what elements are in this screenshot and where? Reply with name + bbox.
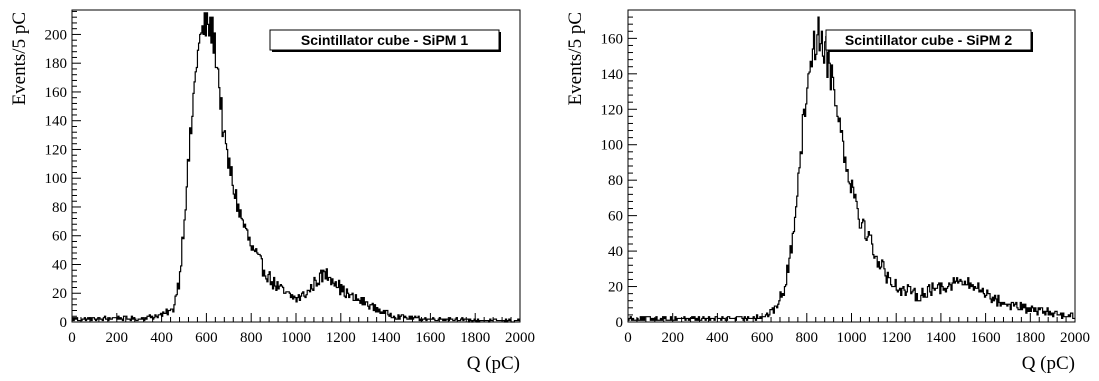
y-tick-label: 20 xyxy=(52,286,67,302)
y-tick-label: 0 xyxy=(60,315,68,331)
y-axis-label: Events/5 pC xyxy=(565,12,586,105)
y-tick-label: 120 xyxy=(601,102,624,118)
x-tick-label: 2000 xyxy=(1060,330,1090,346)
y-tick-label: 200 xyxy=(45,27,68,43)
x-tick-label: 600 xyxy=(751,330,774,346)
legend-box xyxy=(269,29,500,51)
y-tick-label: 160 xyxy=(601,31,624,47)
y-tick-label: 140 xyxy=(601,67,624,83)
x-tick-label: 400 xyxy=(706,330,729,346)
x-axis-label: Q (pC) xyxy=(1022,353,1075,374)
y-tick-label: 40 xyxy=(52,257,67,273)
x-tick-label: 600 xyxy=(195,330,218,346)
x-tick-label: 1400 xyxy=(371,330,401,346)
legend-label: Scintillator cube - SiPM 2 xyxy=(845,32,1012,48)
y-tick-label: 60 xyxy=(608,209,623,225)
y-tick-label: 20 xyxy=(608,280,623,296)
x-tick-label: 1600 xyxy=(971,330,1001,346)
x-tick-label: 800 xyxy=(796,330,819,346)
y-tick-label: 100 xyxy=(601,138,624,154)
x-tick-label: 200 xyxy=(661,330,684,346)
legend-box xyxy=(825,29,1032,51)
x-tick-label: 1000 xyxy=(281,330,311,346)
x-tick-label: 1600 xyxy=(415,330,445,346)
panel-2: 0 200 400 600 800 1000 1200 1400 1600 1800 2000 0 20… xyxy=(565,9,1090,374)
y-tick-label: 40 xyxy=(608,244,623,260)
x-tick-label: 0 xyxy=(68,330,76,346)
x-tick-label: 1200 xyxy=(881,330,911,346)
y-tick-label: 80 xyxy=(52,200,67,216)
x-tick-label: 200 xyxy=(106,330,129,346)
y-tick-label: 100 xyxy=(45,171,68,187)
y-tick-label: 60 xyxy=(52,229,67,245)
x-tick-label: 0 xyxy=(624,330,632,346)
plot-frame-1 xyxy=(71,9,521,323)
x-axis-label: Q (pC) xyxy=(467,353,520,374)
y-tick-label: 120 xyxy=(45,142,68,158)
x-tick-label: 800 xyxy=(240,330,263,346)
x-tick-label: 1000 xyxy=(837,330,867,346)
y-tick-label: 80 xyxy=(608,173,623,189)
y-tick-label: 140 xyxy=(45,114,68,130)
legend-label: Scintillator cube - SiPM 1 xyxy=(301,32,468,48)
y-tick-label: 0 xyxy=(616,315,624,331)
x-tick-label: 1400 xyxy=(926,330,956,346)
x-tick-label: 1200 xyxy=(326,330,356,346)
histogram-line-2 xyxy=(628,16,1075,321)
histogram-line-1 xyxy=(72,12,520,323)
x-tick-label: 1800 xyxy=(460,330,490,346)
x-tick-label: 400 xyxy=(150,330,173,346)
x-tick-label: 2000 xyxy=(505,330,535,346)
x-tick-label: 1800 xyxy=(1015,330,1045,346)
plot-frame-2 xyxy=(627,9,1076,323)
y-axis-label: Events/5 pC xyxy=(9,12,30,105)
y-tick-label: 180 xyxy=(45,56,68,72)
panel-1: 0 200 400 600 800 1000 1200 1400 1600 1800 2000 0 20… xyxy=(9,9,535,374)
y-tick-label: 160 xyxy=(45,85,68,101)
